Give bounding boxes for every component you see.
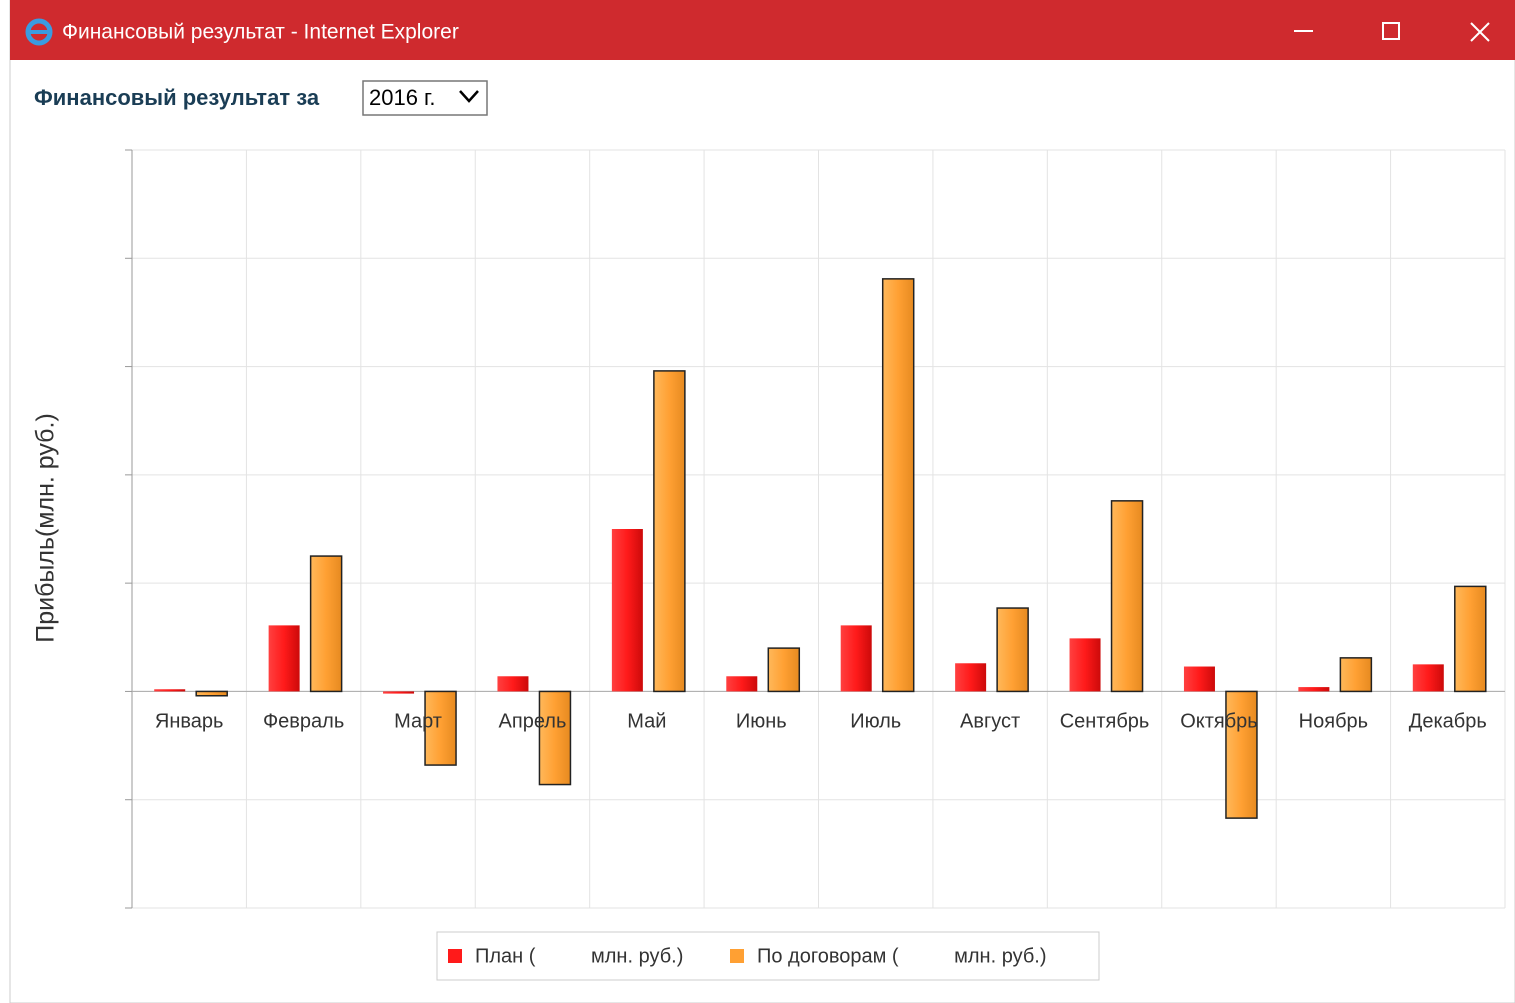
window-title: Финансовый результат - Internet Explorer <box>62 21 459 44</box>
bar <box>1225 690 1258 819</box>
bar <box>1454 585 1487 693</box>
legend-swatch <box>448 949 462 963</box>
bar <box>1412 664 1444 692</box>
y-axis-label: Прибыль(млн. руб.) <box>32 413 60 643</box>
x-tick-label: Апрель <box>499 710 567 732</box>
x-tick-label: Декабрь <box>1409 710 1487 732</box>
year-select-value[interactable]: 2016 г. <box>369 85 436 110</box>
x-tick-label: Февраль <box>263 710 344 732</box>
bar <box>309 555 343 693</box>
bar <box>383 691 415 694</box>
bar <box>881 278 915 693</box>
bar <box>268 625 300 692</box>
header-label: Финансовый результат за <box>34 85 320 110</box>
bar <box>497 676 529 692</box>
window <box>9 0 1515 1003</box>
x-tick-label: Сентябрь <box>1060 710 1150 732</box>
bar <box>424 690 457 766</box>
bar <box>1339 657 1373 693</box>
x-tick-label: Июль <box>850 710 901 732</box>
year-select[interactable]: 2016 г. <box>362 80 488 116</box>
legend-label: План ( млн. руб.) <box>475 945 683 967</box>
bar <box>538 690 572 786</box>
x-tick-label: Март <box>394 710 442 732</box>
bar <box>767 647 801 693</box>
bar <box>1183 666 1215 692</box>
bar <box>840 625 872 692</box>
bar <box>1298 687 1330 692</box>
bar <box>726 676 758 692</box>
x-tick-label: Июнь <box>736 710 787 732</box>
bar <box>154 689 186 692</box>
ie-icon <box>25 18 53 46</box>
bar <box>611 529 643 692</box>
x-tick-label: Май <box>627 710 666 732</box>
bar <box>1069 638 1101 692</box>
close-button[interactable] <box>1470 22 1490 42</box>
maximize-button[interactable] <box>1382 22 1400 40</box>
bar <box>955 663 987 692</box>
legend-swatch <box>730 949 744 963</box>
x-tick-label: Август <box>960 710 1020 732</box>
bar <box>653 370 686 693</box>
x-tick-label: Январь <box>155 710 224 732</box>
x-tick-label: Октябрь <box>1180 710 1258 732</box>
bar <box>996 607 1029 693</box>
x-tick-label: Ноябрь <box>1299 710 1368 732</box>
title-bar <box>10 0 1515 60</box>
bar <box>1110 500 1144 693</box>
legend-label: По договорам ( млн. руб.) <box>757 945 1047 967</box>
bar <box>195 690 228 697</box>
legend <box>436 931 1100 981</box>
